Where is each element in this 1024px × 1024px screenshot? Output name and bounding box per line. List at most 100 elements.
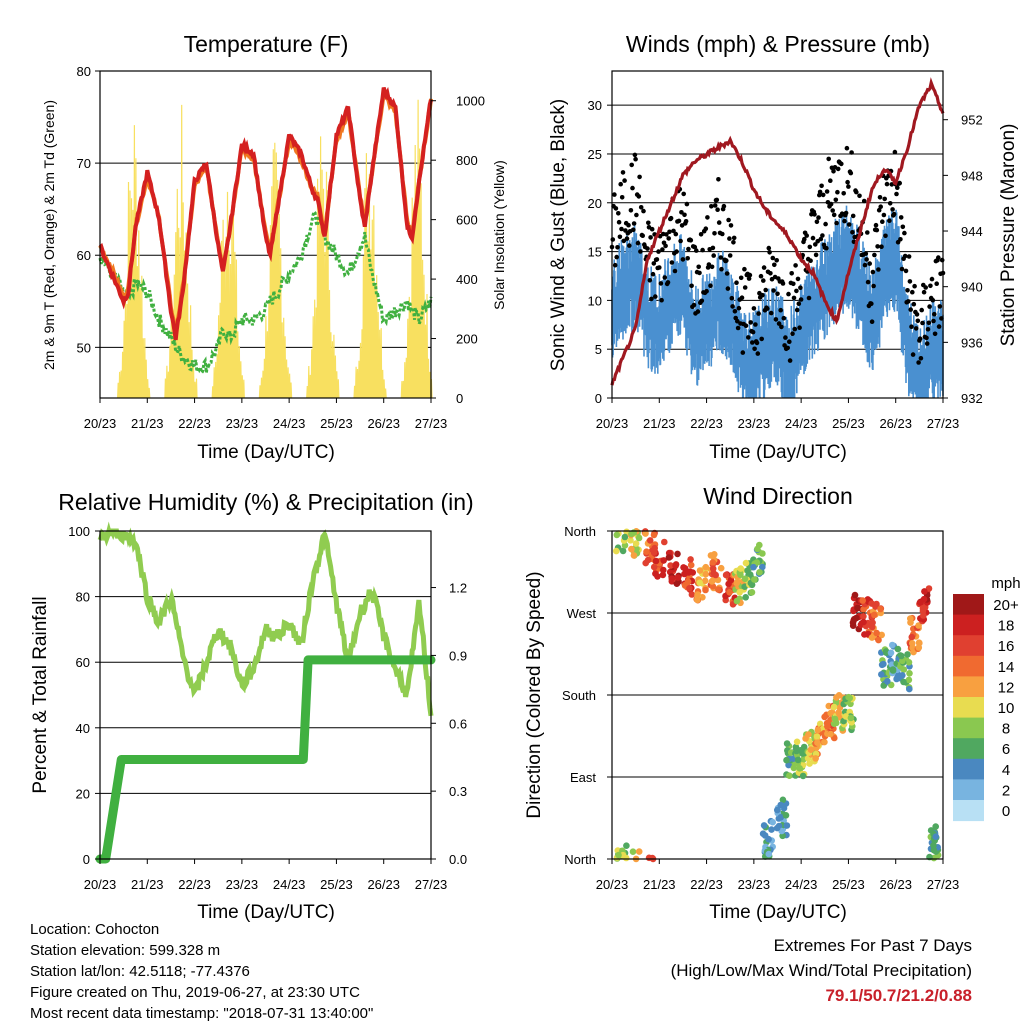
humidity-ytick-label: 0 [83,852,90,867]
winds-ytick-label: 5 [595,342,602,357]
direction-point [806,760,813,767]
gust-point [688,238,694,243]
solar-ytick-label: 1000 [456,94,485,109]
gust-point [735,325,741,331]
gust-point [794,288,799,294]
gust-point [731,235,737,241]
winds-plot-frame [611,70,944,399]
direction-point [661,538,668,546]
direction-point [665,554,673,561]
gust-point [612,192,617,197]
gust-point [820,233,825,238]
gust-point [936,324,942,329]
direction-point [760,822,768,829]
gust-point [839,161,844,167]
direction-point [782,812,790,819]
gust-point [787,339,792,345]
gust-point [694,248,699,253]
direction-point [799,772,807,780]
direction-point [686,585,693,592]
winds-xtick-label: 27/23 [927,416,960,431]
direction-point [644,556,652,564]
gust-point [706,262,712,267]
direction-point [768,826,775,833]
gust-point [828,201,834,207]
direction-point [831,715,839,723]
temperature-panel: Temperature (F) 506070800200400600800100… [41,31,507,463]
gust-point [842,218,847,224]
direction-xtick-label: 26/23 [879,877,912,892]
direction-point [800,743,808,751]
gust-point [626,222,631,228]
gust-point [669,260,675,265]
gust-point [718,255,724,260]
gust-point [671,228,676,234]
gust-point [649,296,654,302]
gust-point [883,233,888,239]
direction-point [915,644,923,651]
gust-point [919,307,924,313]
direction-point [845,693,852,701]
gust-point [619,195,625,200]
direction-point [684,578,692,585]
winds-ytick-label: 15 [588,245,602,260]
gust-point [890,207,895,212]
gust-point [640,233,645,238]
gust-point [666,236,671,241]
direction-point [877,605,884,613]
gust-point [844,145,850,151]
pressure-ytick-label: 932 [961,391,983,406]
direction-point [726,589,733,596]
direction-point [887,649,895,657]
gust-point [843,210,849,216]
direction-point [868,623,876,631]
direction-point [824,723,831,730]
direction-point [702,563,710,571]
gust-point [621,238,627,244]
gust-point [812,212,817,217]
direction-xtick-label: 23/23 [738,877,771,892]
speed-legend-swatch [953,655,984,677]
direction-point [821,738,828,746]
gust-point [804,233,809,238]
direction-point [871,611,878,619]
gust-point [925,327,931,332]
direction-point [674,550,681,558]
gust-point [641,208,646,214]
speed-legend-swatch [953,738,984,760]
winds-xtick-label: 24/23 [785,416,818,431]
extremes-subtitle: (High/Low/Max Wind/Total Precipitation) [670,961,972,980]
gust-point [862,262,868,268]
gust-point [758,273,764,279]
solar-ytick-label: 600 [456,213,478,228]
direction-point [688,591,696,598]
speed-legend-label: 16 [998,638,1015,655]
direction-point [899,672,906,679]
extremes-title: Extremes For Past 7 Days [773,936,972,955]
speed-legend-label: 4 [1002,762,1010,779]
gust-point [724,258,729,263]
gust-point [796,301,802,307]
direction-point [930,846,938,854]
gust-point [792,326,798,332]
gust-point [849,150,854,155]
direction-point [765,850,773,858]
temperature-plot-frame [99,70,432,399]
gust-point [897,180,902,186]
gust-point [734,280,739,286]
gust-point [820,192,826,198]
direction-point [628,545,635,553]
gust-point [870,269,876,275]
direction-point [894,645,902,653]
gust-point [663,243,668,249]
gust-point [816,215,821,220]
gust-point [632,152,638,158]
direction-point [672,562,679,569]
rainfall-ytick-label: 1.2 [449,581,467,596]
winds-ytick-label: 30 [588,98,602,113]
gust-point [895,185,900,190]
gust-point [833,197,839,203]
winds-xtick-label: 21/23 [643,416,676,431]
gust-point [679,210,684,215]
direction-point [783,756,790,764]
